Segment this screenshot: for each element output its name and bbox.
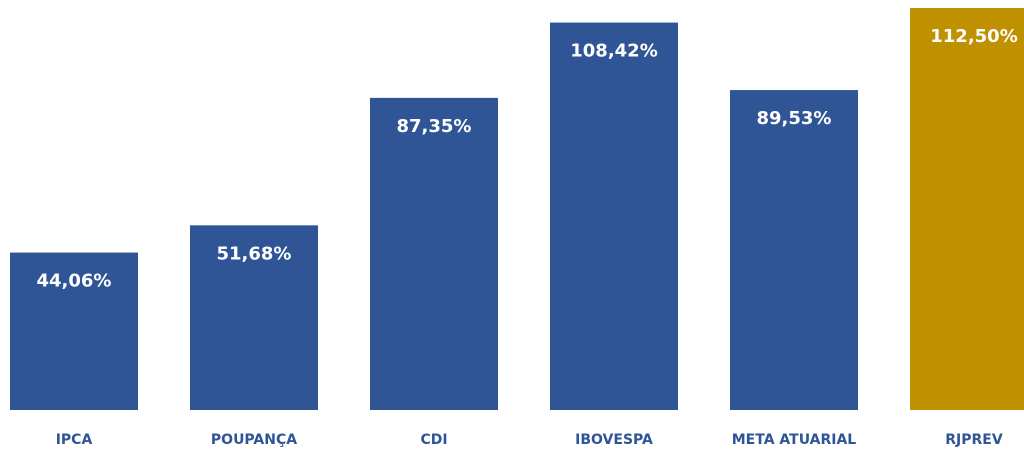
value-label: 108,42%	[570, 41, 658, 62]
bar	[370, 97, 498, 411]
value-label: 112,50%	[930, 26, 1018, 47]
x-tick-label: POUPANÇA	[211, 432, 297, 448]
value-label: 51,68%	[217, 243, 292, 264]
bar	[190, 225, 318, 410]
x-tick-label: RJPREV	[945, 432, 1003, 448]
value-label: 89,53%	[757, 108, 832, 129]
x-tick-label: IBOVESPA	[575, 432, 653, 448]
value-label: 44,06%	[37, 271, 112, 292]
bar	[730, 90, 858, 410]
value-label: 87,35%	[397, 116, 472, 137]
x-tick-label: IPCA	[56, 432, 93, 448]
x-tick-label: META ATUARIAL	[732, 432, 857, 448]
x-tick-label: CDI	[420, 432, 447, 448]
bar	[550, 22, 678, 411]
bar	[10, 252, 138, 410]
bar	[910, 8, 1024, 410]
